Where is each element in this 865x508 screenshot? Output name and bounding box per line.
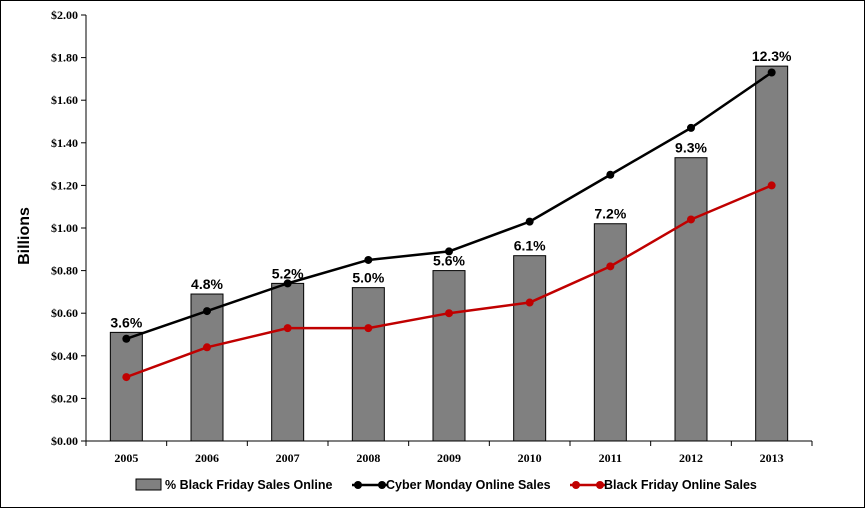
line-series xyxy=(122,68,776,382)
bar-2008 xyxy=(351,287,385,442)
y-tick-label: $0.00 xyxy=(51,434,78,448)
y-axis-title: Billions xyxy=(16,207,33,265)
point-0-2008 xyxy=(364,255,373,264)
y-tick-label: $1.60 xyxy=(51,93,78,107)
legend-label-cyber: Cyber Monday Online Sales xyxy=(386,478,551,492)
y-tick-label: $0.40 xyxy=(51,349,78,363)
bar-2011 xyxy=(593,223,627,442)
point-0-2010 xyxy=(525,217,534,226)
x-tick-label-2005: 2005 xyxy=(114,451,138,465)
bar-2006 xyxy=(190,293,224,442)
point-0-2013 xyxy=(767,68,776,77)
point-0-2006 xyxy=(203,307,211,316)
legend-marker-black-friday-2 xyxy=(596,481,604,489)
y-tick-label: $1.40 xyxy=(51,136,78,150)
y-tick-label: $2.00 xyxy=(51,8,78,22)
legend-swatch-bar xyxy=(135,478,162,491)
bar-label-2007: 5.2% xyxy=(272,265,304,281)
x-tick-label-2013: 2013 xyxy=(760,451,784,465)
y-tick-label: $0.80 xyxy=(51,264,78,278)
bar-2010 xyxy=(513,255,547,442)
point-1-2011 xyxy=(606,262,615,271)
bar-label-2008: 5.0% xyxy=(352,270,384,286)
point-1-2006 xyxy=(203,343,211,352)
bar-label-2012: 9.3% xyxy=(675,140,707,156)
y-tick-label: $1.20 xyxy=(51,178,78,192)
x-tick-label-2006: 2006 xyxy=(195,451,219,465)
point-0-2005 xyxy=(122,334,131,343)
y-tick-label: $0.20 xyxy=(51,391,78,405)
point-1-2010 xyxy=(525,298,534,307)
bar-2013 xyxy=(755,65,789,442)
x-tick-label-2012: 2012 xyxy=(679,451,703,465)
x-tick-label-2010: 2010 xyxy=(518,451,542,465)
data-labels: 3.6% 4.8% 5.2% 5.0% 5.6% 6.1% 7.2% 9.3% 12.3% xyxy=(110,48,792,330)
bar-label-2009: 5.6% xyxy=(433,253,465,269)
x-tick-label-2009: 2009 xyxy=(437,451,461,465)
y-tick-label: $0.60 xyxy=(51,306,78,320)
bar-2012 xyxy=(674,157,708,442)
legend-marker-cyber-2 xyxy=(378,481,386,489)
legend: % Black Friday Sales Online Cyber Monday… xyxy=(135,478,757,492)
point-1-2008 xyxy=(364,324,373,333)
bar-label-2005: 3.6% xyxy=(110,314,142,330)
bar-2005 xyxy=(109,331,143,442)
bar-2007 xyxy=(271,282,305,442)
x-tick-label-2008: 2008 xyxy=(356,451,380,465)
point-0-2011 xyxy=(606,170,615,179)
bar-series xyxy=(109,65,789,442)
axes: $0.00 $0.20 $0.40 $0.60 $0.80 $1.00 $1.20 $1.40… xyxy=(51,8,813,465)
bar-2009 xyxy=(432,270,466,442)
legend-marker-cyber xyxy=(354,481,362,489)
x-tick-label-2007: 2007 xyxy=(276,451,300,465)
bar-label-2013: 12.3% xyxy=(752,48,792,64)
y-tick-label: $1.80 xyxy=(51,51,78,65)
point-0-2012 xyxy=(687,123,695,132)
bar-label-2011: 7.2% xyxy=(594,206,626,222)
point-1-2007 xyxy=(283,324,292,333)
x-tick-label-2011: 2011 xyxy=(599,451,622,465)
point-0-2007 xyxy=(283,279,292,288)
point-0-2009 xyxy=(445,247,453,256)
legend-label-black-friday: Black Friday Online Sales xyxy=(604,478,757,492)
bar-label-2006: 4.8% xyxy=(191,276,223,292)
point-1-2013 xyxy=(767,181,776,190)
point-1-2005 xyxy=(122,373,131,382)
bar-label-2010: 6.1% xyxy=(514,238,546,254)
legend-label-bar: % Black Friday Sales Online xyxy=(165,478,332,492)
y-tick-label: $1.00 xyxy=(51,221,78,235)
point-1-2012 xyxy=(687,215,695,224)
point-1-2009 xyxy=(445,309,453,318)
legend-marker-black-friday xyxy=(572,481,580,489)
